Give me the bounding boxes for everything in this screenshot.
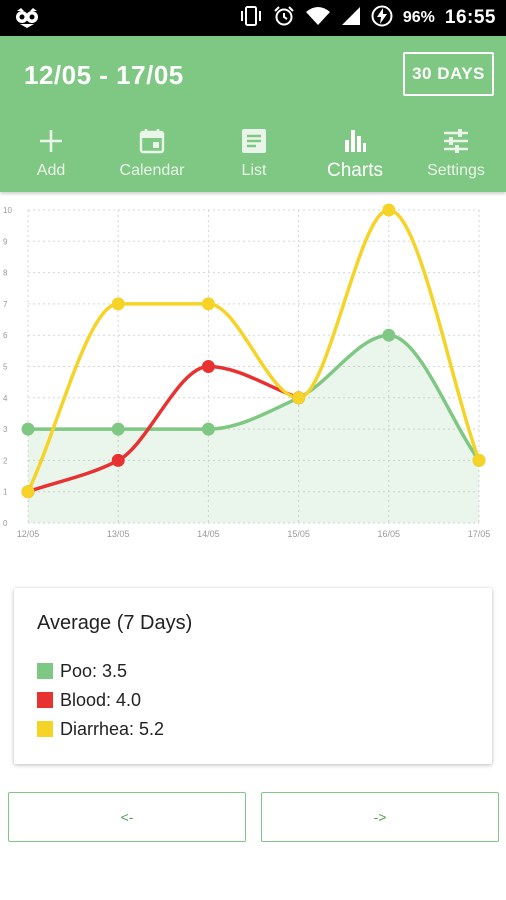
x-tick-label: 16/05: [378, 529, 401, 539]
y-tick-label: 10: [3, 206, 12, 215]
diarrhea-line: [26, 208, 481, 494]
app-bar: 12/05 - 17/05 30 DAYS Add Calendar: [0, 36, 506, 192]
wifi-icon: [305, 6, 331, 31]
calendar-icon: [102, 128, 202, 154]
x-tick-label: 13/05: [107, 529, 130, 539]
blood-line: [26, 364, 301, 494]
x-tick-label: 15/05: [287, 529, 310, 539]
diarrhea-point: [111, 297, 125, 311]
blood-point: [201, 360, 215, 373]
poo-area-fill: [28, 335, 479, 523]
y-tick-label: 3: [3, 425, 8, 434]
poo-point: [21, 422, 35, 436]
plus-icon: [1, 128, 101, 154]
poo-point: [111, 422, 125, 436]
tab-add[interactable]: Add: [1, 124, 101, 188]
range-button[interactable]: 30 DAYS: [403, 52, 494, 96]
legend-label: Diarrhea: 5.2: [60, 718, 165, 739]
tab-label: Charts: [327, 160, 383, 181]
poo-point: [382, 328, 396, 342]
list-icon: [204, 128, 304, 154]
diarrhea-point: [292, 391, 306, 405]
chart-svg: 0 1 2 3 4 5 6 7 8 9 10 12/05 13/05 14/05 15/05 16/05 17/…: [3, 203, 491, 539]
x-tick-label: 14/05: [197, 529, 220, 539]
tab-calendar[interactable]: Calendar: [102, 124, 202, 188]
line-chart: 0 1 2 3 4 5 6 7 8 9 10 12/05 13/05 14/05 15/05 16/05 17/…: [0, 196, 506, 556]
sliders-icon: [406, 128, 506, 154]
battery-percent: 96%: [402, 9, 435, 26]
y-tick-label: 9: [3, 237, 8, 246]
legend-label: Poo: 3.5: [60, 660, 128, 681]
tab-label: Calendar: [119, 162, 185, 179]
tab-list[interactable]: List: [204, 124, 304, 188]
alarm-icon: [273, 5, 295, 32]
tab-settings[interactable]: Settings: [406, 124, 506, 188]
y-tick-label: 5: [3, 363, 8, 372]
y-tick-label: 2: [3, 456, 8, 465]
tab-charts[interactable]: Charts: [305, 124, 405, 188]
y-tick-label: 1: [3, 488, 8, 497]
y-tick-label: 0: [3, 519, 8, 528]
y-tick-label: 8: [3, 269, 8, 278]
poo-swatch: [37, 663, 53, 679]
x-tick-label: 17/05: [468, 529, 491, 539]
y-tick-label: 4: [3, 394, 8, 403]
date-range-title: 12/05 - 17/05: [24, 60, 184, 90]
y-tick-label: 6: [3, 331, 8, 340]
blood-swatch: [37, 692, 53, 708]
clock: 16:55: [444, 7, 496, 28]
legend-item-blood: Blood: 4.0: [37, 689, 141, 711]
legend-item-diarrhea: Diarrhea: 5.2: [37, 718, 164, 740]
diarrhea-swatch: [37, 721, 53, 737]
diarrhea-point: [201, 297, 215, 311]
battery-charging-icon: [371, 5, 393, 32]
y-tick-label: 7: [3, 300, 8, 309]
x-tick-label: 12/05: [17, 529, 40, 539]
tab-label: Settings: [427, 162, 485, 179]
legend-item-poo: Poo: 3.5: [37, 660, 127, 682]
prev-period-button[interactable]: <-: [8, 792, 246, 842]
blood-point: [111, 453, 125, 467]
vibrate-icon: [239, 5, 263, 32]
legend-label: Blood: 4.0: [60, 689, 142, 710]
bar-chart-icon: [305, 128, 405, 154]
tab-bar: Add Calendar List: [0, 124, 506, 188]
owl-notification-icon: [14, 7, 40, 34]
signal-icon: [341, 6, 361, 31]
average-title: Average (7 Days): [37, 612, 193, 634]
tab-label: Add: [36, 162, 66, 179]
diarrhea-point: [472, 453, 486, 467]
average-card: Average (7 Days) Poo: 3.5 Blood: 4.0 Dia…: [14, 588, 492, 764]
tab-label: List: [241, 162, 267, 179]
next-period-button[interactable]: ->: [261, 792, 499, 842]
poo-point: [201, 422, 215, 436]
status-bar: 96% 16:55: [0, 0, 506, 36]
diarrhea-point: [21, 485, 35, 499]
diarrhea-point: [382, 203, 396, 217]
